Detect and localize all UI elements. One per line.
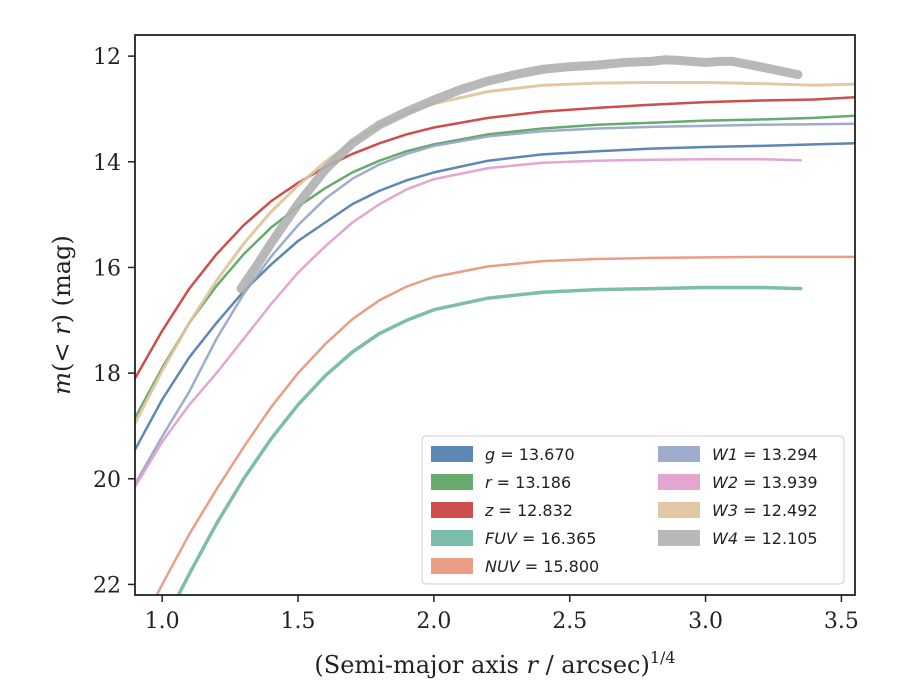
x-axis-ticks: 1.0 1.5 2.0 2.5 3.0 3.5 — [145, 595, 859, 634]
plot-frame — [134, 34, 856, 596]
x-tick-label: 3.0 — [688, 609, 723, 634]
x-tick-label: 1.0 — [145, 609, 180, 634]
legend-label-W4: W4 = 12.105 — [712, 529, 818, 548]
legend-swatch-g — [431, 446, 473, 462]
y-tick-label: 16 — [93, 256, 121, 281]
legend-label-g: g = 13.670 — [485, 445, 575, 464]
legend-label-W2: W2 = 13.939 — [712, 473, 818, 492]
x-tick-label: 1.5 — [281, 609, 316, 634]
series-line-z — [135, 96, 855, 380]
y-tick-label: 14 — [93, 151, 121, 176]
legend-swatch-W2 — [658, 474, 700, 490]
x-tick-label: 2.5 — [552, 609, 587, 634]
y-tick-label: 20 — [93, 468, 121, 493]
x-tick-label: 2.0 — [416, 609, 451, 634]
series-line-NUV — [155, 255, 855, 595]
series-line-g — [135, 142, 855, 451]
legend-label-W1: W1 = 13.294 — [712, 445, 818, 464]
legend-swatch-W4 — [658, 530, 700, 546]
y-axis-label: m(< r) (mag) — [48, 235, 76, 395]
series-line-W2 — [135, 157, 802, 488]
legend-label-NUV: NUV = 15.800 — [485, 557, 599, 576]
legend-swatch-FUV — [431, 530, 473, 546]
x-tick-label: 3.5 — [824, 609, 859, 634]
legend-swatch-r — [431, 474, 473, 490]
y-tick-label: 18 — [93, 362, 121, 387]
legend-label-r: r = 13.186 — [485, 473, 571, 492]
legend-label-FUV: FUV = 16.365 — [485, 529, 596, 548]
legend-label-z: z = 12.832 — [484, 501, 573, 520]
series-layer — [135, 55, 855, 595]
y-tick-label: 12 — [93, 45, 121, 70]
x-axis-label: (Semi-major axis r / arcsec)1/4 — [314, 648, 675, 679]
y-tick-label: 22 — [93, 573, 121, 598]
series-line-FUV — [176, 285, 803, 595]
legend-swatch-NUV — [431, 558, 473, 574]
legend-label-W3: W3 = 12.492 — [712, 501, 818, 520]
legend-swatch-W3 — [658, 502, 700, 518]
legend-swatch-z — [431, 502, 473, 518]
legend: g = 13.670 r = 13.186 z = 12.832 FUV = 16.3… — [421, 435, 845, 585]
series-line-W4 — [236, 55, 803, 294]
legend-swatch-W1 — [658, 446, 700, 462]
legend-box — [421, 435, 845, 585]
series-line-W1 — [135, 122, 855, 486]
y-axis-ticks: 12 14 16 18 20 22 — [93, 45, 135, 598]
series-line-r — [135, 114, 855, 420]
legend-entries: g = 13.670 r = 13.186 z = 12.832 FUV = 16.3… — [431, 445, 818, 576]
